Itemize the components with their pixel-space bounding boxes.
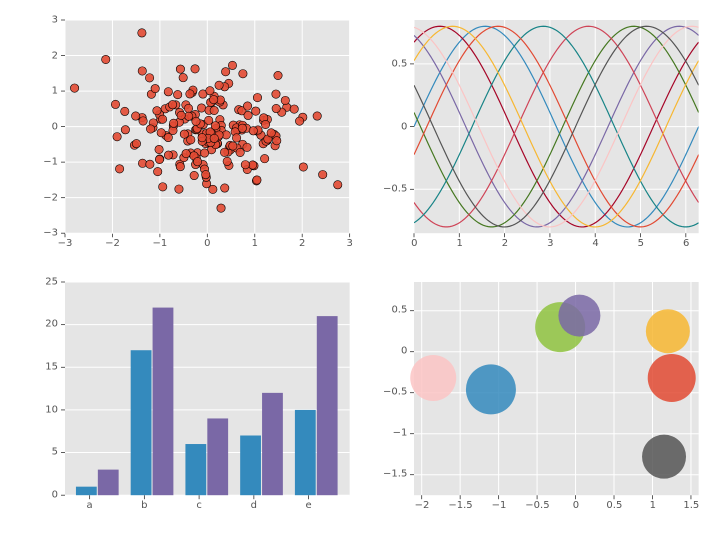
xtick-label: −1 (153, 238, 168, 249)
bar (317, 316, 338, 495)
ytick-label: 0.5 (391, 58, 407, 69)
ytick-label: −1.5 (383, 469, 407, 480)
bar (185, 444, 206, 495)
bar (76, 486, 97, 495)
xtick-label: −2 (105, 238, 120, 249)
bar (207, 418, 228, 495)
bar (131, 350, 152, 495)
xtick-label: 1.5 (683, 500, 699, 511)
xtick-label: −1 (492, 500, 507, 511)
xtick-label: 0.5 (606, 500, 622, 511)
blob (411, 355, 457, 401)
ytick-label: 0 (52, 121, 58, 132)
ytick-label: 3 (52, 15, 58, 26)
ytick-label: −0.5 (383, 387, 407, 398)
panel-lines: 0123456−0.500.5 (414, 20, 699, 233)
ytick-label: 0.5 (391, 305, 407, 316)
xtick-label: 4 (592, 238, 598, 249)
ytick-label: 20 (45, 319, 58, 330)
blob (646, 309, 690, 353)
panel-scatter: −3−2−10123−3−2−10123 (65, 20, 350, 233)
panel-blobs: −2−1.5−1−0.500.511.5−1.5−1−0.500.5 (414, 282, 699, 495)
blob (559, 294, 601, 336)
bar (262, 393, 283, 495)
ytick-label: −1 (43, 157, 58, 168)
plot-area (65, 282, 350, 495)
ytick-label: 5 (52, 447, 58, 458)
xtick-label: 0 (573, 500, 579, 511)
ytick-label: 0 (52, 489, 58, 500)
ytick-label: 10 (45, 404, 58, 415)
ytick-label: −2 (43, 192, 58, 203)
panel-bars: 0510152025abcde (65, 282, 350, 495)
xtick-label: 1 (650, 500, 656, 511)
figure: −3−2−10123−3−2−101230123456−0.500.505101… (0, 0, 719, 540)
ytick-label: 25 (45, 276, 58, 287)
xtick-label: 0 (204, 238, 210, 249)
ytick-label: −1 (393, 428, 408, 439)
xtick-label: 5 (638, 238, 644, 249)
xtick-label: 3 (346, 238, 352, 249)
plot-area (414, 282, 699, 495)
xtick-label: c (196, 500, 202, 511)
ytick-label: 1 (52, 86, 58, 97)
xtick-label: 3 (547, 238, 553, 249)
plot-area (414, 20, 699, 233)
xtick-label: −3 (58, 238, 73, 249)
xtick-label: 2 (299, 238, 305, 249)
ytick-label: −3 (43, 228, 58, 239)
xtick-label: a (87, 500, 93, 511)
ytick-label: −0.5 (383, 184, 407, 195)
xtick-label: 2 (502, 238, 508, 249)
bar (98, 469, 119, 495)
ytick-label: 2 (52, 50, 58, 61)
xtick-label: −2 (415, 500, 430, 511)
xtick-label: 1 (252, 238, 258, 249)
bar (295, 410, 316, 495)
xtick-label: −1.5 (448, 500, 472, 511)
xtick-label: 0 (411, 238, 417, 249)
blob (466, 364, 516, 414)
bar (153, 307, 174, 495)
bar (240, 435, 261, 495)
xtick-label: −0.5 (525, 500, 549, 511)
xtick-label: 1 (456, 238, 462, 249)
ytick-label: 0 (401, 121, 407, 132)
xtick-label: b (141, 500, 147, 511)
xtick-label: 6 (683, 238, 689, 249)
xtick-label: d (251, 500, 257, 511)
xtick-label: e (306, 500, 312, 511)
blob (642, 434, 686, 478)
ytick-label: 15 (45, 362, 58, 373)
plot-area (65, 20, 350, 233)
blob (648, 354, 696, 402)
ytick-label: 0 (401, 346, 407, 357)
